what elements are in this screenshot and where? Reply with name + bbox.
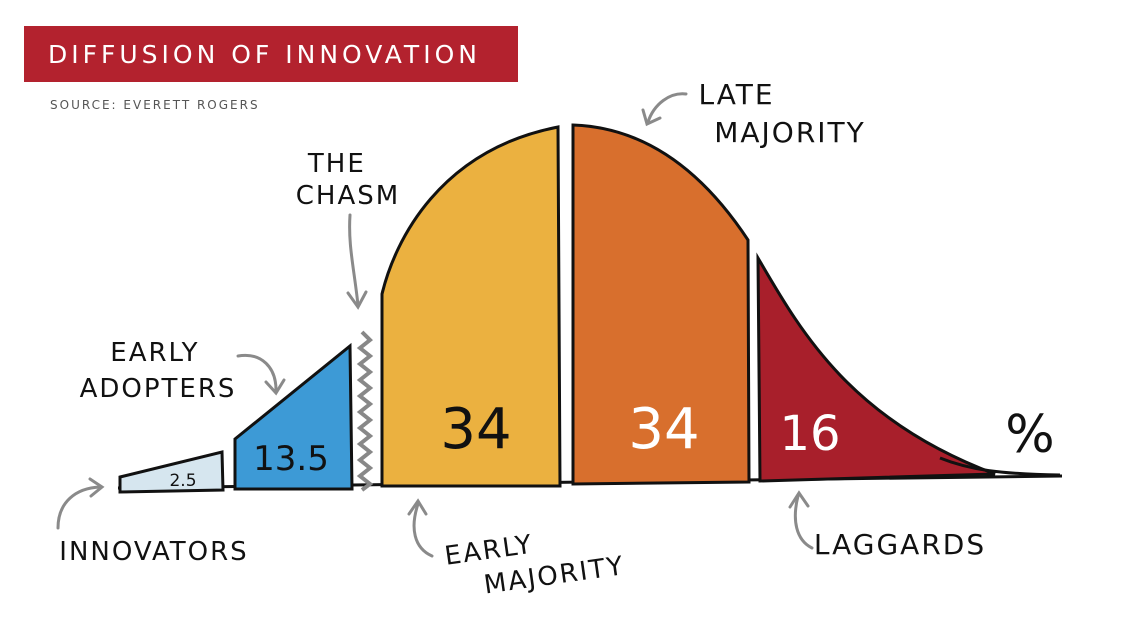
arrow-innovators-head xyxy=(88,477,105,498)
page-title: DIFFUSION OF INNOVATION xyxy=(48,39,481,69)
percent-sign: % xyxy=(1005,405,1054,465)
label-laggards: LAGGARDS xyxy=(814,528,986,561)
arrow-chasm-head xyxy=(346,290,368,310)
arrow-early-majority xyxy=(412,502,434,558)
arrow-laggards xyxy=(793,494,814,550)
label-late-majority: LATE MAJORITY xyxy=(699,78,866,149)
arrow-late-majority xyxy=(646,92,688,124)
label-chasm: THE CHASM xyxy=(296,149,400,211)
arrow-innovators xyxy=(56,485,102,530)
label-early-adopters: EARLY ADOPTERS xyxy=(80,338,237,404)
value-late-majority: 34 xyxy=(628,397,699,462)
segment-late-majority xyxy=(571,123,751,486)
label-innovators: INNOVATORS xyxy=(59,537,248,567)
value-laggards: 16 xyxy=(779,406,840,462)
segment-early-adopters xyxy=(233,342,354,491)
arrow-laggards-head xyxy=(788,490,810,509)
arrow-late-majority-head xyxy=(641,108,662,127)
segment-innovators xyxy=(118,450,225,494)
arrow-chasm xyxy=(348,213,360,307)
source-credit: SOURCE: EVERETT ROGERS xyxy=(50,98,260,112)
segment-early-majority xyxy=(380,125,562,488)
arrow-early-adopters-head xyxy=(264,378,286,396)
arrow-early-majority-head xyxy=(407,498,428,516)
value-early-majority: 34 xyxy=(440,397,511,462)
curve-tail xyxy=(939,456,1061,477)
title-banner: DIFFUSION OF INNOVATION xyxy=(24,26,518,82)
segment-laggards xyxy=(756,252,996,483)
arrow-early-adopters xyxy=(236,353,278,392)
chasm-zigzag xyxy=(356,330,374,492)
value-innovators: 2.5 xyxy=(169,471,196,491)
value-early-adopters: 13.5 xyxy=(253,439,329,479)
label-early-majority: EARLY MAJORITY xyxy=(443,517,627,605)
